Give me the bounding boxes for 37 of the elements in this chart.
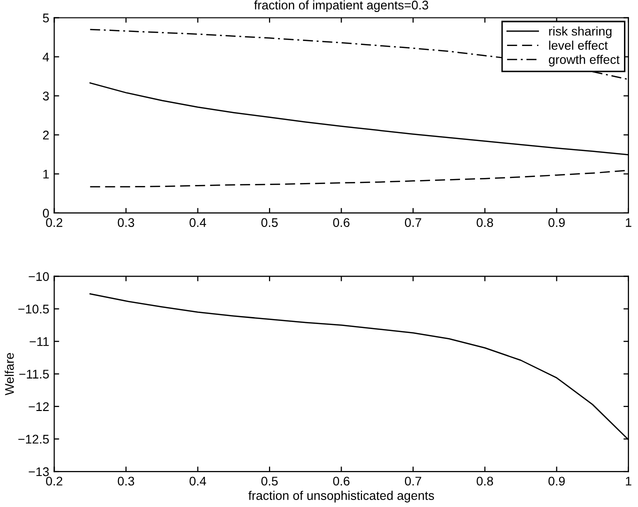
x-tick-label: 1 bbox=[626, 476, 632, 486]
y-tick-label: −12.5 bbox=[18, 434, 49, 444]
x-tick-label: 0.6 bbox=[333, 476, 350, 486]
y-tick-label: −11 bbox=[30, 337, 49, 346]
x-tick-label: 0.7 bbox=[404, 476, 422, 486]
y-tick-label: 2 bbox=[43, 130, 49, 140]
y-axis-title: Welfare bbox=[4, 353, 14, 396]
x-tick-label: 0.7 bbox=[404, 218, 422, 227]
series-label: growth effect bbox=[548, 54, 620, 66]
y-tick-label: −12 bbox=[28, 402, 49, 411]
x-tick-label: 0.8 bbox=[476, 476, 494, 486]
x-tick-label: 0.3 bbox=[118, 218, 134, 227]
x-tick-label: 0.6 bbox=[333, 218, 350, 227]
y-tick-label: −13 bbox=[28, 467, 49, 476]
y-tick-label: 1 bbox=[43, 170, 49, 178]
y-tick-label: 3 bbox=[42, 92, 49, 100]
x-tick-label: 1 bbox=[626, 218, 632, 227]
x-tick-label: 0.9 bbox=[548, 476, 565, 486]
x-tick-label: 0.3 bbox=[118, 476, 134, 486]
x-tick-label: 0.2 bbox=[46, 218, 62, 227]
x-tick-label: 0.5 bbox=[261, 476, 278, 486]
y-tick-label: −11.5 bbox=[19, 370, 49, 379]
x-tick-label: 0.2 bbox=[46, 476, 62, 486]
x-tick-label: 0.5 bbox=[261, 218, 278, 227]
legend-label: level effect bbox=[549, 40, 608, 50]
y-tick-label: 0 bbox=[42, 208, 49, 218]
x-tick-label: 0.8 bbox=[476, 218, 494, 227]
legend-label: risk sharing bbox=[549, 26, 612, 38]
y-tick-label: −10.5 bbox=[18, 304, 49, 314]
x-tick-label: 0.4 bbox=[190, 218, 206, 227]
x-axis-title: fraction of unsophisticated agents bbox=[248, 490, 434, 502]
x-tick-label: 0.9 bbox=[548, 218, 565, 227]
y-tick-label: 4 bbox=[42, 52, 50, 62]
x-tick-label: 0.4 bbox=[190, 476, 206, 486]
chart-title: fraction of impatient agents=0.3 bbox=[254, 0, 428, 12]
y-tick-label: 5 bbox=[42, 14, 49, 22]
y-tick-label: −10 bbox=[28, 272, 49, 281]
